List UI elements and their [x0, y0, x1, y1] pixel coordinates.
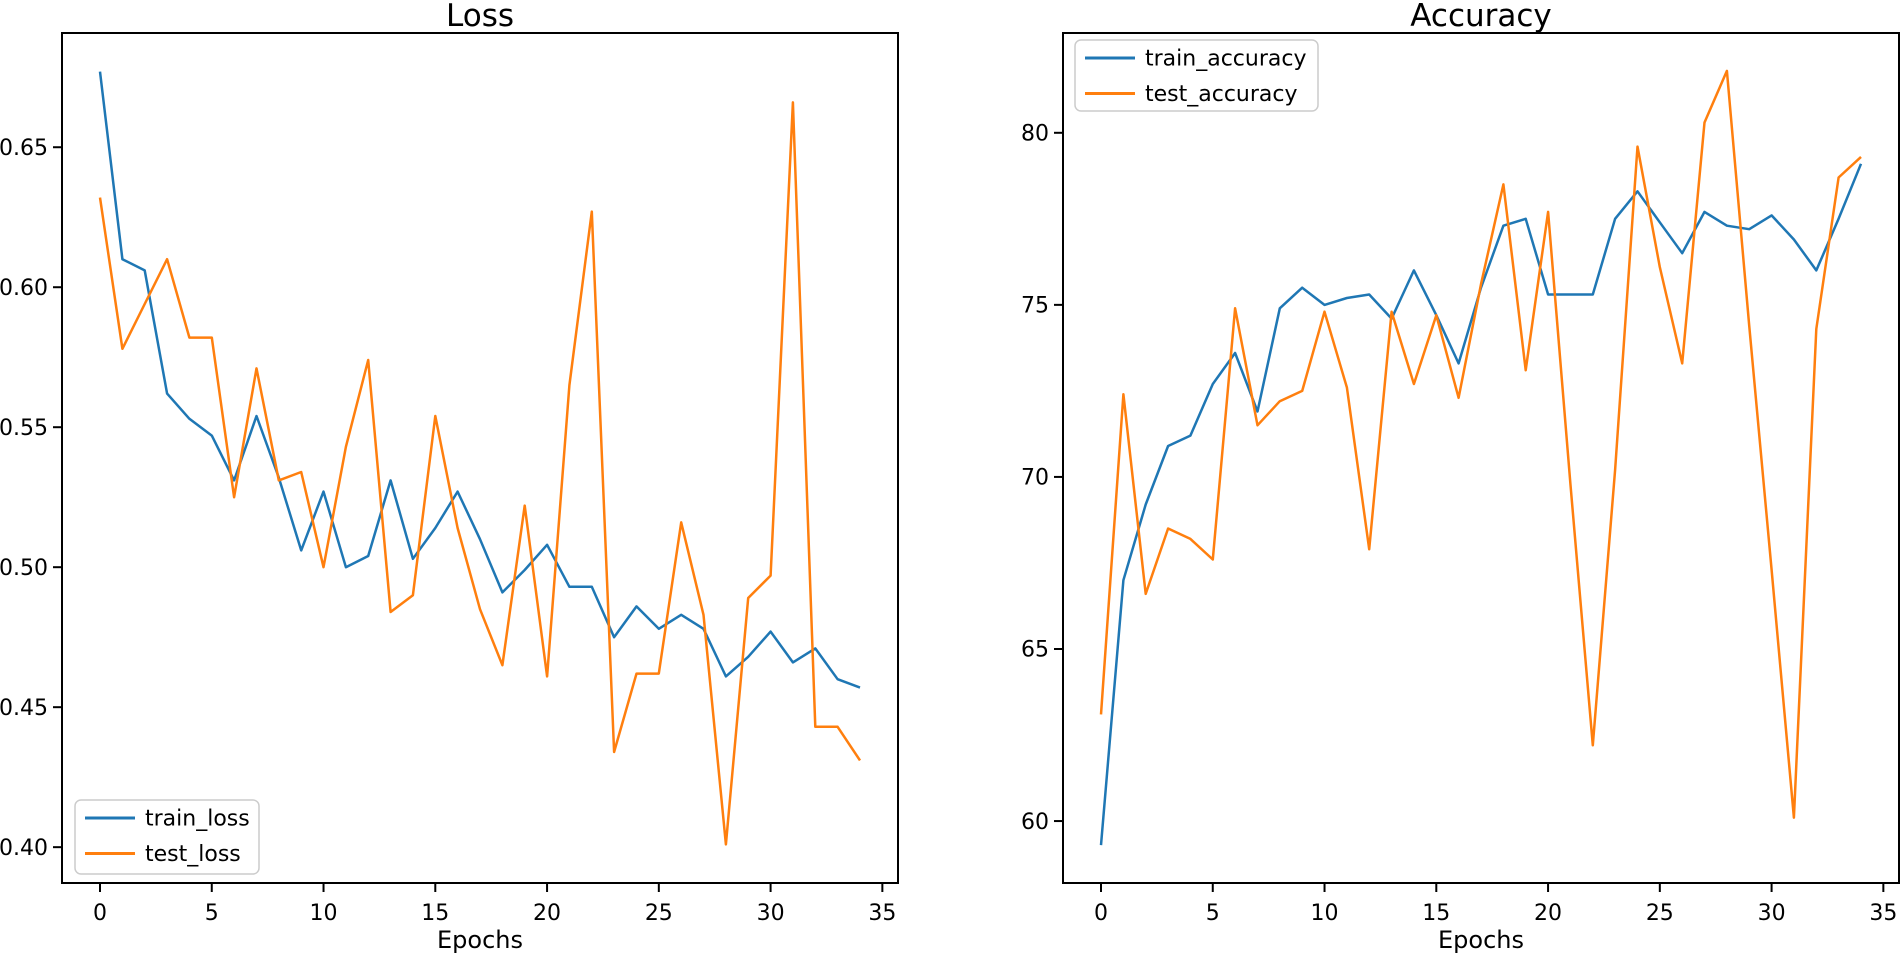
legend-item: train_accuracy: [1085, 47, 1306, 72]
y-tick-label: 0.40: [0, 836, 48, 861]
legend-label: train_loss: [145, 807, 250, 832]
y-tick-label: 0.50: [0, 556, 48, 581]
test_accuracy-line: [1099, 69, 1862, 819]
plot-frame: [61, 32, 899, 884]
train_loss-line: [98, 71, 861, 689]
legend-label: test_loss: [145, 842, 241, 867]
legend-item: test_accuracy: [1085, 82, 1298, 107]
x-tick-label: 0: [93, 901, 107, 926]
y-tick-label: 0.65: [0, 136, 48, 161]
x-tick-label: 35: [868, 901, 896, 926]
legend-box: [1074, 39, 1319, 112]
legend-label: train_accuracy: [1145, 47, 1306, 72]
legend-item: test_loss: [85, 842, 241, 867]
x-tick-label: 20: [1534, 901, 1562, 926]
legend: train_accuracy test_accuracy: [1074, 39, 1319, 112]
x-tick-label: 5: [205, 901, 219, 926]
x-tick-label: 0: [1094, 901, 1108, 926]
y-tick-label: 75: [1021, 294, 1049, 319]
y-tick-label: 70: [1021, 466, 1049, 491]
train_accuracy-line: [1099, 163, 1863, 846]
x-tick-label: 35: [1869, 901, 1897, 926]
x-tick-label: 10: [310, 901, 338, 926]
x-tick-label: 20: [533, 901, 561, 926]
y-tick-label: 0.45: [0, 696, 48, 721]
x-axis-label: Epochs: [437, 926, 523, 954]
y-tick-label: 60: [1021, 810, 1049, 835]
legend-item: train_loss: [85, 807, 250, 832]
x-tick-label: 15: [421, 901, 449, 926]
y-tick-label: 65: [1021, 638, 1049, 663]
test_loss-line: [98, 101, 862, 846]
y-tick-label: 0.55: [0, 416, 48, 441]
x-tick-label: 10: [1311, 901, 1339, 926]
chart-title: Accuracy: [1410, 0, 1552, 34]
legend: train_loss test_loss: [74, 799, 260, 875]
plot-frame: [1062, 32, 1900, 884]
chart-title: Loss: [446, 0, 514, 34]
y-tick-label: 80: [1021, 121, 1049, 146]
x-tick-label: 25: [645, 901, 673, 926]
x-tick-label: 15: [1422, 901, 1450, 926]
loss-chart: 0 5 10 15 20 25 30 35 0.40 0.45 0.50 0.55 0.60 0.65 Lo…: [0, 0, 899, 954]
x-tick-label: 30: [757, 901, 785, 926]
x-tick-label: 30: [1758, 901, 1786, 926]
legend-label: test_accuracy: [1145, 82, 1298, 107]
x-tick-label: 5: [1206, 901, 1220, 926]
y-tick-label: 0.60: [0, 276, 48, 301]
accuracy-chart: 0 5 10 15 20 25 30 35 60 65 70 75 80 Accuracy Epochs tr…: [1021, 0, 1900, 954]
x-tick-label: 25: [1646, 901, 1674, 926]
x-axis-label: Epochs: [1438, 926, 1524, 954]
